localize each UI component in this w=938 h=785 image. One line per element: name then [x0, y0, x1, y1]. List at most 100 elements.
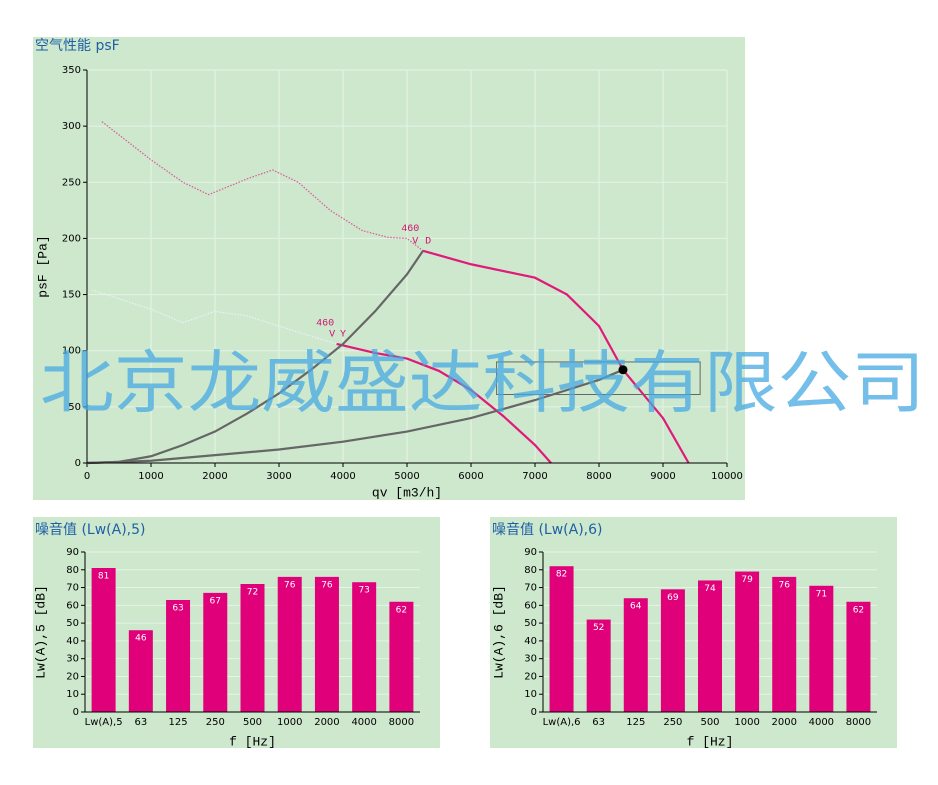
bar [91, 568, 116, 712]
y-tick-label: 90 [66, 547, 79, 558]
bar [586, 619, 611, 712]
x-tick-label: 10000 [711, 471, 743, 482]
bar [203, 592, 228, 712]
y-axis-label: Lw(A),6 [dB] [491, 585, 506, 679]
bar [166, 600, 191, 712]
value-label: 63 [172, 604, 183, 614]
y-tick-label: 40 [524, 636, 537, 647]
bar [240, 584, 265, 712]
x-tick-label: 5000 [394, 471, 419, 482]
x-tick-label: 2000 [314, 717, 339, 728]
x-axis-label: f [Hz] [229, 734, 276, 749]
value-label: 76 [778, 580, 790, 590]
bar [735, 571, 760, 712]
x-tick-label: 6000 [458, 471, 483, 482]
x-tick-label: 250 [206, 717, 225, 728]
tolerance-box [496, 361, 701, 396]
chart-title: 噪音值 (Lw(A),5) [35, 521, 145, 538]
chart-title: 空气性能 psF [35, 38, 120, 54]
bar [389, 601, 414, 712]
x-tick-label: 500 [243, 717, 262, 728]
watermark: 北京龙威盛达科技有限公司 [40, 345, 925, 424]
y-tick-label: 60 [66, 600, 79, 611]
y-tick-label: 70 [524, 583, 537, 594]
value-label: 46 [135, 634, 147, 644]
x-tick-label: 1000 [277, 717, 302, 728]
y-tick-label: 50 [68, 402, 81, 413]
x-tick-label: 8000 [846, 717, 871, 728]
annotation: V [329, 330, 335, 341]
y-tick-label: 20 [524, 671, 537, 682]
value-label: 52 [593, 623, 604, 633]
y-tick-label: 30 [524, 654, 537, 665]
y-tick-label: 300 [62, 121, 81, 132]
y-tick-label: 200 [62, 233, 81, 244]
y-tick-label: 70 [66, 583, 79, 594]
y-tick-label: 50 [66, 618, 79, 629]
y-tick-label: 10 [66, 689, 79, 700]
curve [336, 342, 552, 464]
annotation: 460 [316, 318, 334, 329]
value-label: 62 [396, 605, 407, 615]
x-tick-label: 63 [134, 717, 147, 728]
chart-title: 噪音值 (Lw(A),6) [492, 521, 602, 538]
value-label: 81 [98, 572, 109, 582]
x-tick-label: 2000 [202, 471, 227, 482]
y-tick-label: 30 [66, 654, 79, 665]
panel [33, 37, 745, 500]
x-tick-label: 125 [169, 717, 188, 728]
value-label: 64 [630, 602, 642, 612]
y-tick-label: 0 [531, 707, 537, 718]
x-tick-label: 500 [700, 717, 719, 728]
value-label: 73 [358, 586, 369, 596]
bar [846, 601, 871, 712]
y-tick-label: 350 [62, 65, 81, 76]
y-tick-label: 250 [62, 177, 81, 188]
value-label: 82 [556, 570, 567, 580]
x-tick-label: 250 [663, 717, 682, 728]
curve [422, 249, 690, 464]
x-tick-label: 8000 [389, 717, 414, 728]
x-tick-label: 1000 [138, 471, 163, 482]
x-axis-label: qv [m3/h] [372, 485, 442, 500]
annotation: V [412, 236, 418, 247]
y-tick-label: 80 [66, 565, 79, 576]
y-tick-label: 40 [66, 636, 79, 647]
value-label: 72 [247, 588, 258, 598]
annotation: D [425, 236, 431, 247]
bar [698, 580, 722, 712]
x-tick-label: Lw(A),5 [85, 717, 123, 728]
bar [660, 589, 685, 712]
x-tick-label: 3000 [266, 471, 291, 482]
y-tick-label: 20 [66, 671, 79, 682]
y-tick-label: 80 [524, 565, 537, 576]
bar [314, 576, 339, 712]
y-tick-label: 90 [524, 547, 537, 558]
x-tick-label: 0 [84, 471, 90, 482]
value-label: 71 [816, 589, 827, 599]
x-tick-label: 125 [626, 717, 645, 728]
value-label: 67 [210, 596, 221, 606]
x-tick-label: 4000 [330, 471, 355, 482]
curve [86, 250, 424, 465]
bar [128, 630, 153, 712]
x-tick-label: Lw(A),6 [543, 717, 581, 728]
y-tick-label: 60 [524, 600, 537, 611]
bar [549, 566, 574, 712]
y-tick-label: 150 [62, 290, 81, 301]
curve [101, 121, 424, 252]
y-tick-label: 50 [524, 618, 537, 629]
bar [277, 576, 302, 712]
value-label: 76 [284, 580, 296, 590]
value-label: 76 [321, 580, 333, 590]
y-tick-label: 100 [62, 346, 81, 357]
y-tick-label: 0 [73, 707, 79, 718]
annotation: Y [340, 330, 346, 341]
annotation: 460 [401, 224, 419, 235]
x-tick-label: 7000 [522, 471, 547, 482]
bar [352, 582, 377, 712]
value-label: 74 [704, 584, 716, 594]
curve [86, 368, 624, 465]
operating-point [618, 365, 628, 375]
